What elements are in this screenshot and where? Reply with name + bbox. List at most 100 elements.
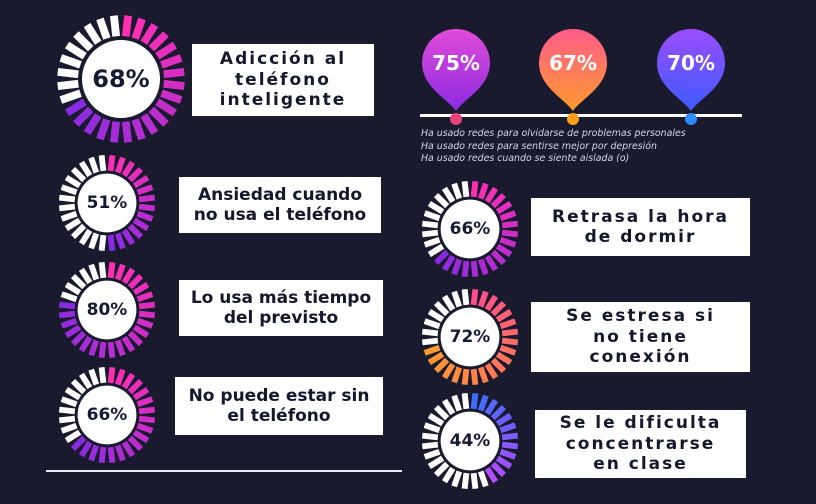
stat-ring-cannot-be-without: 66% xyxy=(58,366,156,464)
ring-tick-empty xyxy=(78,372,93,390)
ring-tick-empty xyxy=(427,308,445,323)
ring-tick-empty xyxy=(60,422,78,434)
ring-tick-filled xyxy=(484,254,499,272)
ring-tick-filled xyxy=(136,184,154,196)
ring-tick-filled xyxy=(136,291,154,303)
ring-tick-filled xyxy=(114,339,126,357)
pin-marker-forget-problems: 75% xyxy=(418,25,494,113)
ring-tick-filled xyxy=(121,267,136,285)
ring-tick-filled xyxy=(501,432,519,441)
ring-tick-empty xyxy=(64,386,82,401)
ring-tick-filled xyxy=(58,310,76,319)
timeline-bar xyxy=(420,114,742,117)
ring-tick-empty xyxy=(433,461,450,478)
ring-tick-empty xyxy=(451,394,463,412)
ring-tick-empty xyxy=(98,366,107,384)
ring-tick-empty xyxy=(427,412,445,427)
ring-tick-empty xyxy=(98,154,107,172)
ring-tick-filled xyxy=(501,337,519,346)
ring-tick-empty xyxy=(461,392,470,410)
stat-percent: 68% xyxy=(92,65,150,93)
ring-tick-empty xyxy=(427,200,445,215)
ring-tick-filled xyxy=(121,372,136,390)
ring-tick-filled xyxy=(121,440,136,458)
pin-percent: 75% xyxy=(432,51,480,75)
ring-tick-filled xyxy=(138,310,156,319)
stat-percent: 72% xyxy=(449,327,491,347)
ring-tick-empty xyxy=(58,406,76,415)
ring-tick-filled xyxy=(121,160,136,178)
ring-tick-filled xyxy=(163,79,185,91)
ring-tick-filled xyxy=(490,249,507,266)
ring-tick-filled xyxy=(96,118,111,141)
ring-tick-filled xyxy=(98,446,107,464)
ring-tick-filled xyxy=(499,318,517,330)
pin-shape xyxy=(539,29,607,111)
pin-shape xyxy=(657,29,725,111)
ring-tick-filled xyxy=(148,106,169,127)
ring-tick-filled xyxy=(495,200,513,215)
ring-tick-empty xyxy=(421,229,439,238)
ring-tick-empty xyxy=(78,267,93,285)
stat-label-delays-sleep: Retrasa la hora de dormir xyxy=(531,198,750,256)
stat-ring-delays-sleep: 66% xyxy=(421,180,519,278)
ring-tick-filled xyxy=(138,301,156,310)
ring-tick-filled xyxy=(490,357,507,374)
ring-tick-filled xyxy=(140,22,159,45)
ring-tick-empty xyxy=(83,22,102,45)
stat-ring-anxiety: 51% xyxy=(58,154,156,252)
ring-tick-empty xyxy=(98,261,107,279)
divider-line xyxy=(46,470,402,472)
ring-tick-filled xyxy=(495,412,513,427)
ring-tick-empty xyxy=(59,54,82,69)
ring-tick-filled xyxy=(127,273,144,290)
ring-tick-empty xyxy=(433,192,450,209)
ring-tick-filled xyxy=(107,234,116,252)
ring-tick-filled xyxy=(441,254,456,272)
stat-label-overuse: Lo usa más tiempo del previsto xyxy=(179,280,383,336)
ring-tick-empty xyxy=(60,210,78,222)
pin-percent: 70% xyxy=(667,51,715,75)
ring-tick-empty xyxy=(73,31,94,52)
ring-tick-empty xyxy=(461,180,470,198)
ring-tick-empty xyxy=(88,368,100,386)
ring-center xyxy=(77,173,137,233)
ring-tick-filled xyxy=(470,392,479,410)
ring-tick-filled xyxy=(114,368,126,386)
ring-tick-filled xyxy=(132,429,150,444)
ring-tick-empty xyxy=(78,228,93,246)
ring-tick-filled xyxy=(461,260,470,278)
ring-tick-filled xyxy=(88,444,100,462)
ring-tick-empty xyxy=(423,448,441,460)
ring-tick-empty xyxy=(441,294,456,312)
ring-tick-filled xyxy=(470,288,479,306)
ring-tick-empty xyxy=(451,290,463,308)
ring-tick-empty xyxy=(64,217,82,232)
ring-tick-empty xyxy=(59,89,82,104)
ring-tick-filled xyxy=(132,324,150,339)
stat-ring-phone-addiction: 68% xyxy=(56,14,186,144)
ring-tick-empty xyxy=(423,422,441,434)
ring-tick-empty xyxy=(58,194,76,203)
ring-tick-filled xyxy=(88,339,100,357)
ring-tick-filled xyxy=(451,258,463,276)
ring-tick-empty xyxy=(58,415,76,424)
ring-tick-filled xyxy=(127,435,144,452)
ring-tick-filled xyxy=(501,328,519,337)
pin-marker-isolated: 70% xyxy=(653,25,729,113)
ring-center xyxy=(440,411,500,471)
ring-tick-filled xyxy=(132,217,150,232)
stat-ring-overuse: 80% xyxy=(58,261,156,359)
ring-center xyxy=(77,280,137,340)
ring-tick-filled xyxy=(138,406,156,415)
ring-tick-filled xyxy=(495,455,513,470)
ring-tick-empty xyxy=(441,186,456,204)
ring-tick-filled xyxy=(477,258,489,276)
timeline-dot xyxy=(450,113,462,125)
ring-tick-empty xyxy=(88,263,100,281)
ring-tick-filled xyxy=(98,341,107,359)
ring-tick-filled xyxy=(138,203,156,212)
ring-tick-empty xyxy=(88,232,100,250)
ring-tick-filled xyxy=(114,232,126,250)
ring-tick-empty xyxy=(461,472,470,490)
